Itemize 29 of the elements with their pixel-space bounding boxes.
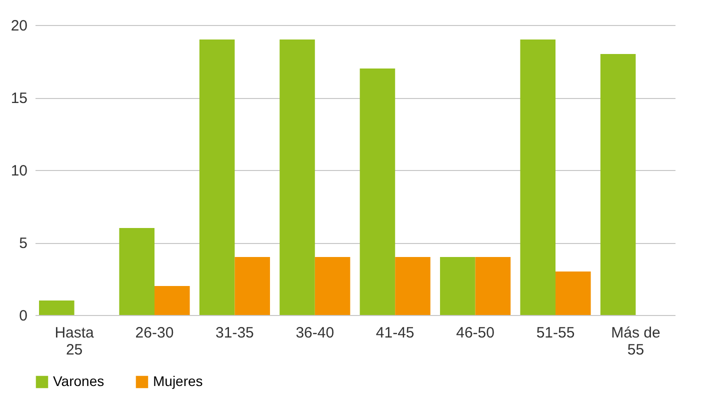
x-tick-label: 51-55 [536,324,575,342]
bar [39,300,74,315]
bar [556,272,591,315]
x-tick-label: 26-30 [135,324,174,342]
bar [314,257,350,315]
bar [440,257,476,315]
bar [600,54,636,315]
y-tick-label: 15 [10,90,28,107]
x-tick-label: 46-50 [456,324,494,342]
legend-label: Mujeres [153,373,203,389]
y-tick-label: 20 [10,18,28,34]
x-tick-label: Hasta 25 [54,324,95,358]
bar [280,40,315,315]
y-tick-label: 0 [19,308,28,324]
bar [520,40,556,315]
bar [234,257,270,315]
x-tick-label: Más de 55 [611,324,660,358]
x-tick-label: 41-45 [376,324,414,342]
bar [119,228,154,315]
x-tick-label: 36-40 [296,324,334,342]
y-tick-label: 10 [10,162,28,180]
x-tick-label: 31-35 [216,324,254,342]
bar [475,257,511,315]
bar [154,286,190,315]
bar [199,40,235,315]
bar [395,257,430,315]
y-tick-label: 5 [19,235,28,252]
bar [360,68,396,315]
legend-label: Varones [53,373,104,389]
